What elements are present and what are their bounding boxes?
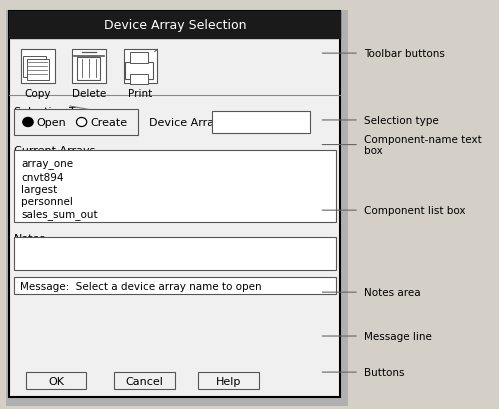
Text: Selection Type: Selection Type [14, 107, 94, 117]
Bar [23, 56, 46, 78]
Text: Delete: Delete [72, 89, 106, 99]
Bar [21, 50, 54, 84]
Text: personnel: personnel [21, 197, 73, 207]
Bar [9, 12, 340, 397]
Text: Open: Open [36, 118, 66, 128]
Text: Notes: Notes [14, 233, 46, 243]
Circle shape [76, 118, 87, 127]
Bar [25, 372, 86, 389]
Text: Message:  Select a device array name to open: Message: Select a device array name to o… [19, 281, 261, 291]
Text: Notes area: Notes area [364, 288, 420, 297]
Text: Buttons: Buttons [364, 367, 404, 377]
Bar [5, 11, 348, 406]
Text: Copy: Copy [24, 89, 51, 99]
Text: Component-name text
box: Component-name text box [364, 135, 482, 156]
Bar [130, 53, 148, 64]
Text: Device Array:: Device Array: [149, 118, 224, 128]
Text: Device Array Selection: Device Array Selection [104, 19, 246, 32]
Bar [9, 12, 340, 39]
Bar [14, 237, 336, 270]
Bar [125, 63, 153, 80]
Bar [114, 372, 175, 389]
Bar [130, 74, 148, 85]
Text: Help: Help [216, 376, 241, 386]
Text: array_one: array_one [21, 160, 73, 170]
Text: Cancel: Cancel [126, 376, 164, 386]
Text: sales_sum_out: sales_sum_out [21, 209, 98, 220]
Bar [14, 151, 336, 222]
Text: Toolbar buttons: Toolbar buttons [364, 49, 445, 59]
Text: Print: Print [128, 89, 153, 99]
Text: Selection type: Selection type [364, 116, 439, 126]
Bar [14, 277, 336, 294]
Text: OK: OK [48, 376, 64, 386]
Bar [72, 50, 106, 84]
Text: largest: largest [21, 184, 57, 194]
Text: Message line: Message line [364, 331, 432, 341]
Text: Create: Create [90, 118, 127, 128]
Bar [14, 110, 138, 135]
Text: Component list box: Component list box [364, 206, 465, 216]
Bar [198, 372, 259, 389]
Text: Current Arrays: Current Arrays [14, 146, 95, 156]
Text: cnvt894: cnvt894 [21, 172, 63, 182]
Bar [212, 112, 310, 133]
Bar [77, 58, 100, 81]
Circle shape [23, 118, 33, 127]
Bar [27, 60, 49, 81]
Bar [124, 50, 157, 84]
